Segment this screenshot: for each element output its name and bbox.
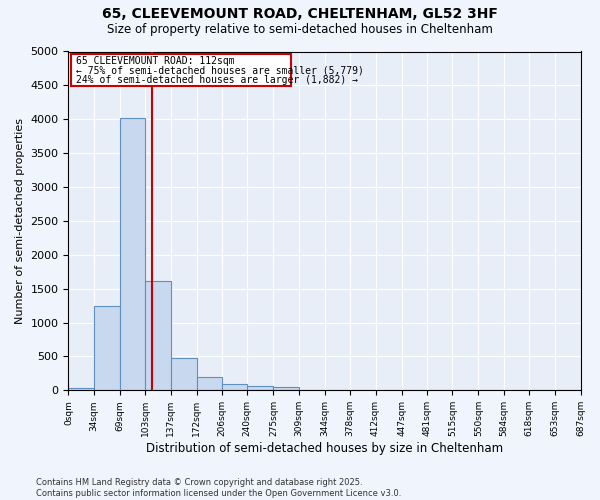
Text: 24% of semi-detached houses are larger (1,882) →: 24% of semi-detached houses are larger (… (76, 74, 358, 85)
Bar (94, 306, 120, 390)
Bar (222, 384, 247, 390)
Text: 65, CLEEVEMOUNT ROAD, CHELTENHAM, GL52 3HF: 65, CLEEVEMOUNT ROAD, CHELTENHAM, GL52 3… (102, 8, 498, 22)
Text: ← 75% of semi-detached houses are smaller (5,779): ← 75% of semi-detached houses are smalle… (76, 66, 364, 76)
Bar (197, 378, 222, 390)
Bar (247, 386, 274, 390)
Bar (274, 388, 299, 390)
Bar (145, 280, 170, 390)
Text: Size of property relative to semi-detached houses in Cheltenham: Size of property relative to semi-detach… (107, 22, 493, 36)
Bar (170, 358, 197, 390)
X-axis label: Distribution of semi-detached houses by size in Cheltenham: Distribution of semi-detached houses by … (146, 442, 503, 455)
Bar (120, 118, 145, 390)
Y-axis label: Number of semi-detached properties: Number of semi-detached properties (15, 118, 25, 324)
Bar (68, 388, 94, 390)
Text: Contains HM Land Registry data © Crown copyright and database right 2025.
Contai: Contains HM Land Registry data © Crown c… (36, 478, 401, 498)
FancyBboxPatch shape (71, 54, 291, 86)
Text: 65 CLEEVEMOUNT ROAD: 112sqm: 65 CLEEVEMOUNT ROAD: 112sqm (76, 56, 235, 66)
